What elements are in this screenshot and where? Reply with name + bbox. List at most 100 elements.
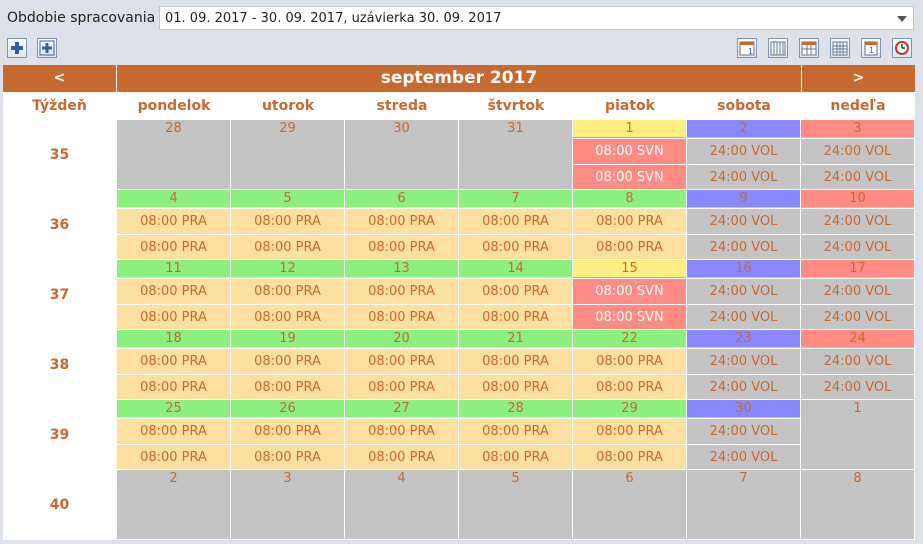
- calendar-day-cell[interactable]: 19 08:00 PRA 08:00 PRA: [231, 330, 345, 400]
- shift-entry[interactable]: 08:00 PRA: [573, 348, 686, 373]
- shift-entry[interactable]: 24:00 VOL: [687, 234, 800, 259]
- calendar-day-cell[interactable]: 8: [801, 470, 915, 540]
- calendar-day-cell[interactable]: 29: [231, 120, 345, 190]
- calendar-day-cell[interactable]: 16 24:00 VOL 24:00 VOL: [687, 260, 801, 330]
- shift-entry[interactable]: 08:00 PRA: [231, 374, 344, 399]
- calendar-day-cell[interactable]: 1 08:00 SVN 08:00 SVN: [573, 120, 687, 190]
- shift-entry[interactable]: 08:00 PRA: [459, 374, 572, 399]
- calendar-day-cell[interactable]: 9 24:00 VOL 24:00 VOL: [687, 190, 801, 260]
- shift-entry[interactable]: 24:00 VOL: [801, 164, 914, 189]
- shift-entry[interactable]: 24:00 VOL: [687, 138, 800, 163]
- shift-entry[interactable]: 24:00 VOL: [687, 348, 800, 373]
- calendar-day-cell[interactable]: 22 08:00 PRA 08:00 PRA: [573, 330, 687, 400]
- calendar-day-cell[interactable]: 3: [231, 470, 345, 540]
- calendar-day-cell[interactable]: 27 08:00 PRA 08:00 PRA: [345, 400, 459, 470]
- shift-entry[interactable]: 08:00 PRA: [117, 348, 230, 373]
- shift-entry[interactable]: 24:00 VOL: [687, 208, 800, 233]
- calendar-day-cell[interactable]: 31: [459, 120, 573, 190]
- next-month-button[interactable]: >: [802, 65, 915, 92]
- calendar-day-cell[interactable]: 21 08:00 PRA 08:00 PRA: [459, 330, 573, 400]
- shift-entry[interactable]: 24:00 VOL: [687, 444, 800, 469]
- shift-entry[interactable]: 08:00 PRA: [231, 304, 344, 329]
- shift-entry[interactable]: 08:00 PRA: [459, 234, 572, 259]
- shift-entry[interactable]: 24:00 VOL: [687, 278, 800, 303]
- shift-entry[interactable]: 24:00 VOL: [801, 348, 914, 373]
- shift-entry[interactable]: 08:00 PRA: [117, 278, 230, 303]
- add-button[interactable]: [7, 38, 27, 58]
- shift-entry[interactable]: 08:00 PRA: [345, 208, 458, 233]
- shift-entry[interactable]: 08:00 PRA: [231, 278, 344, 303]
- shift-entry[interactable]: 24:00 VOL: [801, 278, 914, 303]
- shift-entry[interactable]: 08:00 PRA: [459, 278, 572, 303]
- calendar-day-cell[interactable]: 5 08:00 PRA 08:00 PRA: [231, 190, 345, 260]
- calendar-day-cell[interactable]: 25 08:00 PRA 08:00 PRA: [117, 400, 231, 470]
- calendar-day-cell[interactable]: 15 08:00 SVN 08:00 SVN: [573, 260, 687, 330]
- shift-entry[interactable]: 08:00 PRA: [573, 418, 686, 443]
- chevron-down-icon[interactable]: [897, 16, 907, 22]
- calendar-day-cell[interactable]: 7: [687, 470, 801, 540]
- shift-entry[interactable]: 08:00 PRA: [573, 234, 686, 259]
- shift-entry[interactable]: 08:00 PRA: [573, 374, 686, 399]
- shift-entry[interactable]: 08:00 PRA: [345, 304, 458, 329]
- shift-entry[interactable]: 24:00 VOL: [801, 234, 914, 259]
- day-view-button[interactable]: 1: [737, 38, 757, 58]
- shift-entry[interactable]: 08:00 PRA: [459, 444, 572, 469]
- calendar-day-cell[interactable]: 1: [801, 400, 915, 470]
- shift-entry[interactable]: 08:00 SVN: [573, 138, 686, 163]
- shift-entry[interactable]: 24:00 VOL: [801, 208, 914, 233]
- calendar-day-cell[interactable]: 2 24:00 VOL 24:00 VOL: [687, 120, 801, 190]
- single-day-button[interactable]: 1: [861, 38, 881, 58]
- shift-entry[interactable]: 08:00 PRA: [459, 418, 572, 443]
- shift-entry[interactable]: 08:00 PRA: [345, 418, 458, 443]
- period-select[interactable]: 01. 09. 2017 - 30. 09. 2017, uzávierka 3…: [159, 6, 914, 30]
- shift-entry[interactable]: 24:00 VOL: [801, 304, 914, 329]
- shift-entry[interactable]: 08:00 PRA: [345, 444, 458, 469]
- calendar-day-cell[interactable]: 30 24:00 VOL 24:00 VOL: [687, 400, 801, 470]
- shift-entry[interactable]: 08:00 PRA: [345, 348, 458, 373]
- calendar-day-cell[interactable]: 7 08:00 PRA 08:00 PRA: [459, 190, 573, 260]
- shift-entry[interactable]: 08:00 PRA: [231, 348, 344, 373]
- shift-entry[interactable]: 08:00 SVN: [573, 164, 686, 189]
- calendar-day-cell[interactable]: 24 24:00 VOL 24:00 VOL: [801, 330, 915, 400]
- shift-entry[interactable]: 08:00 PRA: [573, 208, 686, 233]
- calendar-day-cell[interactable]: 20 08:00 PRA 08:00 PRA: [345, 330, 459, 400]
- calendar-day-cell[interactable]: 28: [117, 120, 231, 190]
- shift-entry[interactable]: 08:00 PRA: [117, 418, 230, 443]
- shift-entry[interactable]: 08:00 PRA: [231, 418, 344, 443]
- shift-entry[interactable]: 08:00 PRA: [231, 234, 344, 259]
- calendar-day-cell[interactable]: 11 08:00 PRA 08:00 PRA: [117, 260, 231, 330]
- shift-entry[interactable]: 24:00 VOL: [687, 374, 800, 399]
- calendar-day-cell[interactable]: 4 08:00 PRA 08:00 PRA: [117, 190, 231, 260]
- calendar-day-cell[interactable]: 2: [117, 470, 231, 540]
- shift-entry[interactable]: 08:00 PRA: [459, 348, 572, 373]
- shift-entry[interactable]: 24:00 VOL: [801, 374, 914, 399]
- calendar-day-cell[interactable]: 8 08:00 PRA 08:00 PRA: [573, 190, 687, 260]
- calendar-day-cell[interactable]: 30: [345, 120, 459, 190]
- prev-month-button[interactable]: <: [3, 65, 117, 92]
- month-view-button[interactable]: [830, 38, 850, 58]
- shift-entry[interactable]: 24:00 VOL: [687, 418, 800, 443]
- shift-entry[interactable]: 08:00 PRA: [117, 374, 230, 399]
- calendar-day-cell[interactable]: 12 08:00 PRA 08:00 PRA: [231, 260, 345, 330]
- shift-entry[interactable]: 24:00 VOL: [801, 138, 914, 163]
- calendar-day-cell[interactable]: 10 24:00 VOL 24:00 VOL: [801, 190, 915, 260]
- calendar-day-cell[interactable]: 18 08:00 PRA 08:00 PRA: [117, 330, 231, 400]
- shift-entry[interactable]: 08:00 PRA: [231, 444, 344, 469]
- shift-entry[interactable]: 24:00 VOL: [687, 164, 800, 189]
- shift-entry[interactable]: 24:00 VOL: [687, 304, 800, 329]
- calendar-day-cell[interactable]: 23 24:00 VOL 24:00 VOL: [687, 330, 801, 400]
- calendar-day-cell[interactable]: 6: [573, 470, 687, 540]
- calendar-day-cell[interactable]: 3 24:00 VOL 24:00 VOL: [801, 120, 915, 190]
- calendar-day-cell[interactable]: 26 08:00 PRA 08:00 PRA: [231, 400, 345, 470]
- calendar-day-cell[interactable]: 13 08:00 PRA 08:00 PRA: [345, 260, 459, 330]
- shift-entry[interactable]: 08:00 PRA: [459, 208, 572, 233]
- shift-entry[interactable]: 08:00 PRA: [117, 234, 230, 259]
- add-all-button[interactable]: [37, 38, 57, 58]
- today-button[interactable]: [892, 38, 912, 58]
- shift-entry[interactable]: 08:00 PRA: [117, 304, 230, 329]
- calendar-day-cell[interactable]: 6 08:00 PRA 08:00 PRA: [345, 190, 459, 260]
- calendar-day-cell[interactable]: 5: [459, 470, 573, 540]
- shift-entry[interactable]: 08:00 PRA: [345, 234, 458, 259]
- shift-entry[interactable]: 08:00 PRA: [345, 278, 458, 303]
- week-view-button[interactable]: [768, 38, 788, 58]
